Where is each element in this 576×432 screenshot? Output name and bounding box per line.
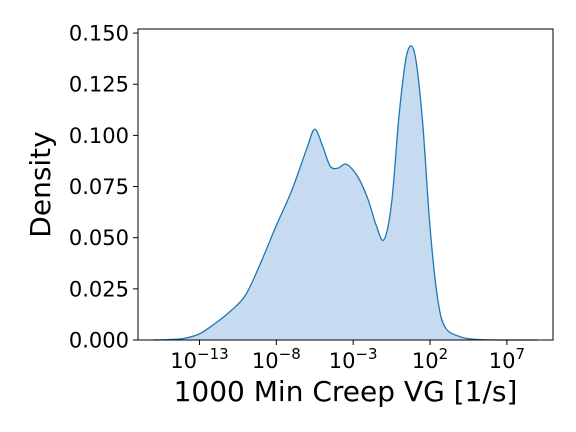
x-tick-label: 107 xyxy=(489,345,525,373)
x-axis-label: 1000 Min Creep VG [1/s] xyxy=(174,375,518,408)
x-tick-base: 10 xyxy=(329,349,356,373)
x-tick-base: 10 xyxy=(412,349,439,373)
y-tick-label: 0.150 xyxy=(69,22,129,46)
x-tick-exponent: −8 xyxy=(279,345,301,363)
x-tick-label: 10−8 xyxy=(252,345,301,373)
x-tick-base: 10 xyxy=(170,349,197,373)
y-tick-label: 0.100 xyxy=(69,124,129,148)
x-tick-base: 10 xyxy=(489,349,516,373)
y-tick-label: 0.025 xyxy=(69,277,129,301)
x-axis-ticks: 10−13 10−8 10−3 102 107 xyxy=(170,340,525,373)
x-tick-exponent: 7 xyxy=(515,345,525,363)
y-tick-label: 0.050 xyxy=(69,226,129,250)
x-tick-base: 10 xyxy=(252,349,279,373)
y-axis-ticks: 0.000 0.025 0.050 0.075 0.100 0.125 0.150 xyxy=(69,22,138,353)
plot-area xyxy=(137,28,554,341)
density-area-fill xyxy=(153,45,538,341)
x-tick-exponent: −3 xyxy=(355,345,377,363)
y-tick-label: 0.125 xyxy=(69,73,129,97)
y-tick-label: 0.075 xyxy=(69,175,129,199)
density-line xyxy=(153,45,538,341)
x-tick-exponent: −13 xyxy=(197,345,229,363)
x-tick-label: 10−13 xyxy=(170,345,228,373)
x-tick-label: 10−3 xyxy=(329,345,378,373)
x-tick-label: 102 xyxy=(412,345,448,373)
y-axis-label: Density xyxy=(24,131,57,237)
x-tick-exponent: 2 xyxy=(439,345,449,363)
plot-frame xyxy=(137,28,554,341)
y-tick-label: 0.000 xyxy=(69,329,129,353)
